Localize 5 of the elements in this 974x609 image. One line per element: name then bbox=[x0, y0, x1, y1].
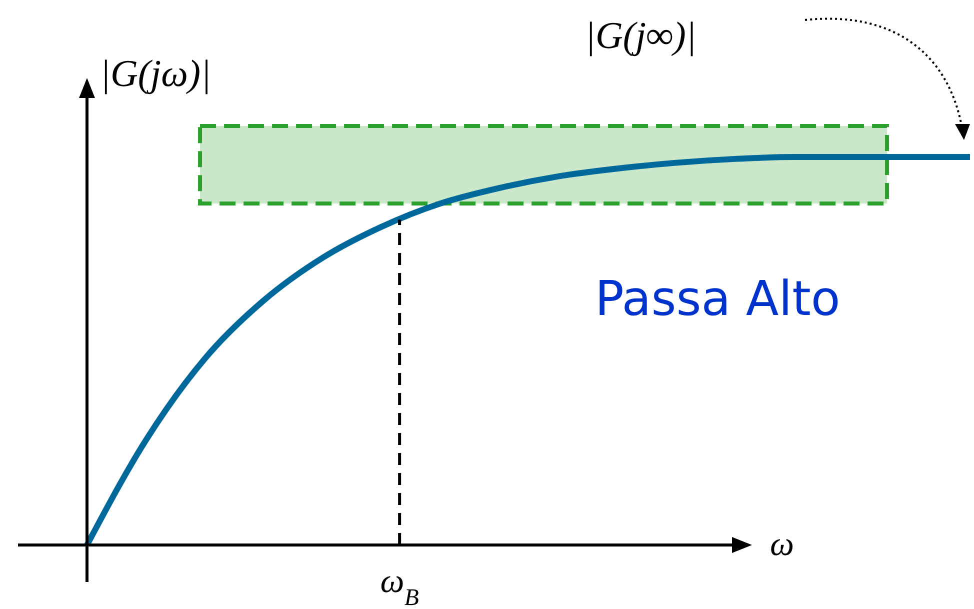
x-axis-title: ω bbox=[770, 526, 794, 563]
text: ω$_{B}$ bbox=[380, 563, 420, 609]
y-axis-title: |G(jω)| bbox=[100, 53, 212, 95]
text: |G(j∞)| bbox=[585, 15, 696, 57]
annotation: Passa Alto bbox=[595, 271, 840, 327]
